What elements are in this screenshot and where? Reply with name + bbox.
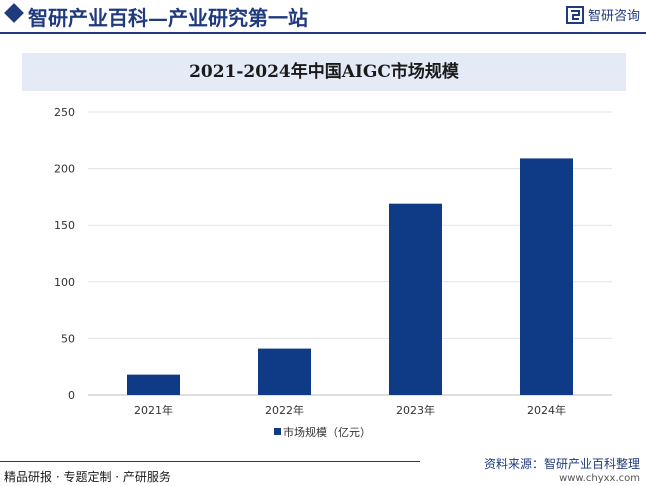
brand-name: 智研咨询 <box>587 9 640 24</box>
y-tick-label: 0 <box>68 389 75 402</box>
y-tick-label: 100 <box>54 276 75 289</box>
footer-divider <box>0 461 420 462</box>
brand-logo-icon <box>565 5 584 24</box>
chart-title-band: 2021-2024年中国AIGC市场规模 <box>22 53 626 91</box>
footer-source: 资料来源：智研产业百科整理 <box>483 457 640 471</box>
page-header: 智研产业百科—产业研究第一站 智研咨询 <box>0 0 646 32</box>
legend-label: 市场规模（亿元） <box>283 425 371 439</box>
footer-url[interactable]: www.chyxx.com <box>559 473 640 484</box>
bar <box>520 158 573 395</box>
x-tick-label: 2024年 <box>527 403 566 417</box>
y-tick-label: 250 <box>54 106 75 119</box>
diamond-icon <box>4 3 24 23</box>
header-divider <box>0 32 646 34</box>
bar <box>127 374 180 395</box>
bar <box>389 203 442 395</box>
x-tick-label: 2021年 <box>134 403 173 417</box>
bar-chart: 0 50 100 150 200 250 2021年 2022年 2023年 2024年市场规模（… <box>54 106 612 439</box>
legend-swatch <box>274 428 281 435</box>
brand[interactable]: 智研咨询 <box>565 5 640 24</box>
y-tick-label: 200 <box>54 163 75 176</box>
site-title: 智研产业百科—产业研究第一站 <box>28 6 308 30</box>
y-tick-label: 150 <box>54 219 75 232</box>
x-tick-label: 2022年 <box>265 403 304 417</box>
footer-services: 精品研报 · 专题定制 · 产研服务 <box>4 470 171 484</box>
x-tick-label: 2023年 <box>396 403 435 417</box>
chart-title: 2021-2024年中国AIGC市场规模 <box>189 62 459 82</box>
bar <box>258 348 311 395</box>
y-tick-label: 50 <box>61 332 75 345</box>
